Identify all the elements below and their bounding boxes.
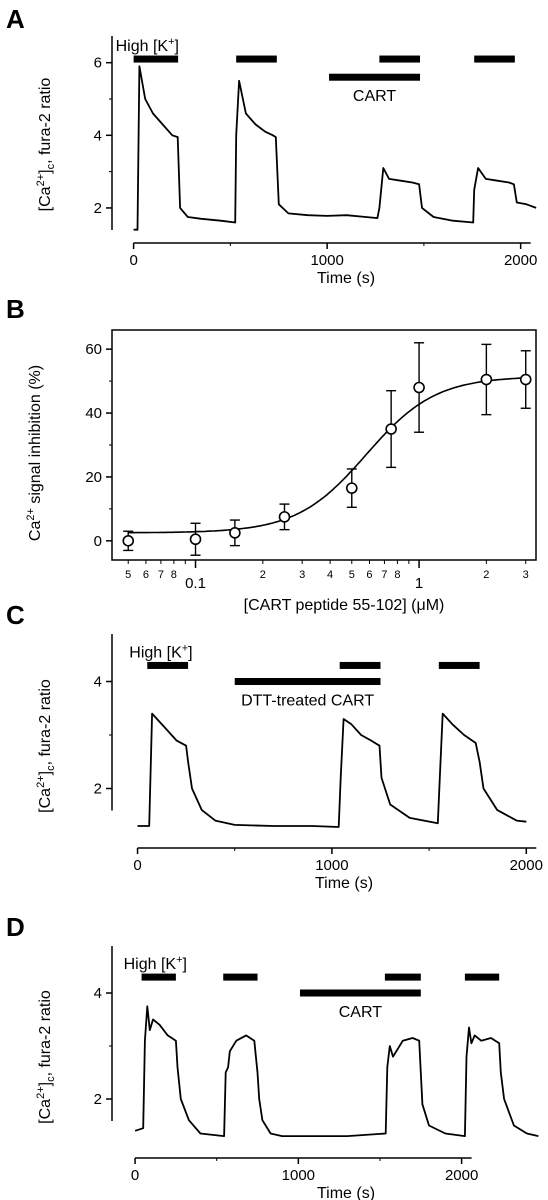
- x-minor-tick-label: 7: [158, 569, 164, 581]
- treatment-label: CART: [339, 1004, 382, 1021]
- x-minor-tick-label: 4: [327, 569, 333, 581]
- x-minor-tick-label: 5: [349, 569, 355, 581]
- x-tick-label: 0: [131, 1167, 139, 1184]
- x-tick-label: 2000: [445, 1167, 478, 1184]
- y-tick-label: 4: [94, 985, 102, 1002]
- x-tick-label: 1000: [310, 252, 343, 269]
- x-axis-title: [CART peptide 55-102] (μM): [244, 597, 445, 614]
- panel-letter: B: [6, 294, 25, 324]
- x-minor-tick-label: 5: [125, 569, 131, 581]
- y-axis-title: [Ca2+]c, fura-2 ratio: [35, 679, 57, 813]
- high-k-bar: [474, 55, 515, 63]
- high-k-bar: [379, 55, 421, 63]
- x-minor-tick-label: 8: [171, 569, 177, 581]
- data-point: [189, 533, 202, 546]
- y-tick-label: 20: [85, 469, 102, 486]
- calcium-trace: [134, 1005, 539, 1137]
- data-point: [345, 482, 358, 494]
- y-tick-label: 2: [94, 1091, 102, 1108]
- x-tick-label: 2000: [510, 857, 543, 874]
- high-k-bar: [236, 55, 277, 63]
- x-minor-tick-label: 2: [260, 569, 266, 581]
- high-k-label: High [K+]: [129, 642, 192, 661]
- treatment-bar: [329, 73, 421, 81]
- data-point: [385, 423, 397, 435]
- high-k-bar: [384, 973, 421, 981]
- y-tick-label: 4: [94, 674, 102, 691]
- treatment-label: CART: [353, 88, 396, 105]
- data-point: [519, 373, 532, 386]
- panel-a: A 2 4 6 0 1000 2000 Time (s) [Ca2+]c, fura-2 rat…: [6, 4, 537, 287]
- fit-curve: [128, 377, 526, 534]
- high-k-bar: [223, 973, 258, 981]
- y-tick-label: 40: [85, 405, 102, 422]
- data-point: [278, 511, 291, 523]
- x-minor-tick-label: 2: [483, 569, 489, 581]
- plot-frame: [111, 329, 537, 561]
- x-minor-tick-label: 6: [366, 569, 372, 581]
- high-k-label: High [K+]: [124, 954, 187, 973]
- high-k-bar: [464, 973, 500, 981]
- high-k-bar: [339, 661, 381, 669]
- x-major-tick-label: 1: [415, 575, 423, 592]
- y-tick-label: 60: [85, 341, 102, 358]
- x-minor-tick-label: 3: [523, 569, 529, 581]
- data-point: [122, 535, 135, 547]
- x-minor-tick-label: 3: [299, 569, 305, 581]
- high-k-bar: [438, 661, 480, 669]
- data-point: [480, 373, 493, 386]
- x-minor-tick-label: 7: [381, 569, 387, 581]
- y-axis-title: [Ca2+]c, fura-2 ratio: [35, 78, 57, 212]
- y-axis-title: [Ca2+]c, fura-2 ratio: [35, 990, 57, 1124]
- x-tick-label: 1000: [282, 1167, 315, 1184]
- calcium-trace: [137, 712, 527, 828]
- treatment-bar: [299, 989, 421, 997]
- high-k-bar: [141, 973, 176, 981]
- panel-d: D 2 4 0 1000 2000 Time (s) [Ca2+]c, fura-2 rati…: [6, 912, 539, 1200]
- y-tick-label: 2: [94, 781, 102, 798]
- treatment-label: DTT-treated CART: [241, 693, 374, 710]
- x-tick-label: 0: [133, 857, 141, 874]
- high-k-bar: [147, 661, 189, 669]
- treatment-bar: [234, 678, 381, 685]
- y-tick-label: 4: [94, 127, 102, 144]
- y-axis-title: Ca2+ signal inhibition (%): [25, 365, 44, 541]
- data-point: [413, 381, 425, 394]
- x-axis-title: Time (s): [317, 1185, 375, 1200]
- x-tick-label: 2000: [504, 252, 537, 269]
- panel-letter: C: [6, 600, 25, 630]
- x-tick-label: 1000: [315, 857, 348, 874]
- panel-letter: A: [6, 4, 25, 34]
- calcium-trace: [133, 65, 537, 231]
- y-tick-label: 6: [94, 55, 102, 72]
- data-point: [229, 527, 241, 539]
- y-tick-label: 0: [94, 533, 102, 550]
- y-tick-label: 2: [94, 200, 102, 217]
- panel-c: C 2 4 0 1000 2000 Time (s) [Ca2+]c, fura-2 rati…: [6, 600, 543, 892]
- x-axis-title: Time (s): [317, 270, 375, 287]
- x-minor-tick-label: 6: [143, 569, 149, 581]
- x-tick-label: 0: [129, 252, 137, 269]
- x-minor-tick-label: 8: [394, 569, 400, 581]
- panel-letter: D: [6, 912, 25, 942]
- high-k-bar: [133, 55, 179, 63]
- x-axis-title: Time (s): [315, 875, 373, 892]
- x-major-tick-label: 0.1: [185, 575, 206, 592]
- high-k-label: High [K+]: [116, 36, 179, 55]
